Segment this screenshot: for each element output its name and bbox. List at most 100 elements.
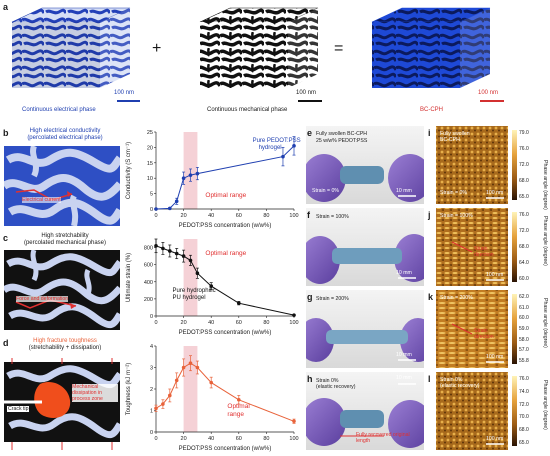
panel-label-j: j bbox=[428, 210, 431, 220]
x-axis-label: PEDOT:PSS concentration (w/w%) bbox=[179, 223, 272, 229]
colorbar-tick-label: 62.0 bbox=[519, 294, 529, 300]
photo-h-recover: Fully recovered original length bbox=[356, 432, 410, 444]
optimal-range-label: Optimal bbox=[227, 403, 250, 410]
x-tick-label: 20 bbox=[181, 436, 187, 442]
x-axis-label: PEDOT:PSS concentration (w/w%) bbox=[179, 330, 272, 336]
y-tick-label: 0 bbox=[150, 314, 153, 320]
afm-k-scalebar: 100 nm bbox=[486, 354, 504, 360]
x-tick-label: 100 bbox=[289, 213, 298, 219]
annotation-force: Force and deformation bbox=[16, 296, 69, 302]
photo-e-scalebar: 10 mm bbox=[396, 188, 412, 194]
y-axis-label: Toughness (kJ m⁻²) bbox=[126, 363, 132, 416]
y-tick-label: 3 bbox=[150, 366, 153, 372]
colorbar-tick-label: 68.0 bbox=[519, 427, 529, 434]
data-point bbox=[188, 173, 193, 177]
chart-annotation: hydrogel bbox=[259, 145, 282, 151]
data-point bbox=[237, 301, 241, 305]
panel-label-h: h bbox=[307, 374, 313, 384]
y-tick-label: 1 bbox=[150, 409, 153, 415]
data-point bbox=[195, 171, 200, 176]
panel-a-cubes bbox=[11, 7, 504, 102]
panel-label-b: b bbox=[3, 128, 9, 138]
afm-j-direction: Strain direction bbox=[474, 246, 494, 258]
x-tick-label: 80 bbox=[263, 436, 269, 442]
panel-label-g: g bbox=[307, 292, 313, 302]
afm-l-scalebar: 100 nm bbox=[486, 436, 504, 442]
panel-d-title-2: (stretchability + dissipation) bbox=[28, 345, 102, 351]
colorbar-k-label: Phase angle (degree) bbox=[542, 298, 548, 348]
panel-c-title-1: High stretchability bbox=[41, 233, 89, 239]
data-point bbox=[292, 313, 296, 317]
y-tick-label: 4 bbox=[150, 344, 153, 350]
colorbar-tick-label: 72.0 bbox=[519, 401, 529, 408]
photo-e-strain: Strain = 0% bbox=[312, 188, 339, 194]
data-point bbox=[195, 365, 200, 370]
optimal-range-band bbox=[183, 346, 198, 432]
y-tick-label: 200 bbox=[144, 297, 153, 303]
y-tick-label: 600 bbox=[144, 263, 153, 269]
photo-g-strain: Strain = 200% bbox=[316, 296, 349, 302]
colorbar-tick-label: 79.0 bbox=[519, 130, 529, 136]
photo-h-strain-1: Strain 0% bbox=[316, 378, 339, 384]
x-tick-label: 40 bbox=[208, 213, 214, 219]
data-point bbox=[161, 246, 165, 251]
colorbar-tick-label: 74.0 bbox=[519, 388, 529, 395]
data-point bbox=[154, 406, 158, 411]
colorbar-j-ticks: 76.0 72.0 68.0 64.0 60.0 bbox=[519, 212, 533, 282]
data-point bbox=[174, 199, 179, 204]
afm-i-strain: Strain = 0% bbox=[440, 190, 467, 196]
colorbar-tick-label: 57.0 bbox=[519, 347, 529, 354]
schematic-b bbox=[4, 146, 120, 226]
y-axis-label: Ultimate strain (%) bbox=[126, 253, 132, 302]
caption-bccph: BC-CPH bbox=[420, 107, 444, 113]
colorbar-l-ticks: 76.0 74.0 72.0 70.0 68.0 65.0 bbox=[519, 376, 533, 446]
photo-f-strain: Strain = 100% bbox=[316, 214, 349, 220]
photo-f-scalebar: 10 mm bbox=[396, 270, 412, 276]
x-tick-label: 100 bbox=[289, 320, 298, 326]
panel-d-title: High fracture toughness (stretchability … bbox=[10, 338, 120, 352]
plus-sign: + bbox=[152, 40, 162, 57]
data-point bbox=[209, 284, 213, 288]
chart-ultimate-strain: 0 20 40 60 80 100 0 200 400 600 800 PEDOT:PSS conce… bbox=[126, 238, 299, 336]
photo-e-caption-1: Fully swollen BC-CPH bbox=[316, 131, 368, 137]
x-tick-label: 0 bbox=[154, 320, 157, 326]
colorbar-tick-label: 64.0 bbox=[519, 260, 529, 266]
photo-column bbox=[298, 126, 436, 452]
cube-bccph bbox=[371, 7, 491, 88]
panel-d-title-1: High fracture toughness bbox=[33, 338, 97, 344]
afm-j-strain: Strain = 100% bbox=[440, 213, 473, 219]
y-tick-label: 10 bbox=[147, 176, 153, 182]
x-tick-label: 80 bbox=[263, 320, 269, 326]
caption-mechanical: Continuous mechanical phase bbox=[207, 107, 288, 113]
x-tick-label: 80 bbox=[263, 213, 269, 219]
chart-conductivity: 0 20 40 60 80 100 0 5 10 15 20 25 PEDOT:PSS concentr… bbox=[126, 130, 301, 229]
y-axis-label: Conductivity (S cm⁻¹) bbox=[126, 142, 132, 199]
afm-i-scalebar: 100 nm bbox=[486, 190, 504, 196]
colorbar-i-ticks: 79.0 76.0 72.0 68.0 65.0 bbox=[519, 130, 533, 200]
photo-e-caption-2: 25 w/w% PEDOT:PSS bbox=[316, 138, 368, 144]
colorbar-tick-label: 68.0 bbox=[519, 244, 529, 250]
afm-i-caption-1: Fully swollen bbox=[440, 131, 470, 137]
y-tick-label: 15 bbox=[147, 161, 153, 167]
crack-tip-label: Crack tip bbox=[7, 406, 30, 412]
panel-b-title-2: (percolated electrical phase) bbox=[27, 135, 103, 141]
colorbar-tick-label: 60.0 bbox=[519, 276, 529, 282]
optimal-range-label: range bbox=[227, 411, 244, 418]
x-tick-label: 100 bbox=[289, 436, 298, 442]
colorbar-tick-label: 68.0 bbox=[519, 178, 529, 184]
photo-h-scalebar: 10 mm bbox=[396, 375, 412, 381]
x-axis-label: PEDOT:PSS concentration (w/w%) bbox=[179, 446, 272, 452]
data-point bbox=[154, 207, 158, 211]
panel-c-title-2: (percolated mechanical phase) bbox=[23, 240, 107, 246]
y-tick-label: 400 bbox=[144, 280, 153, 286]
y-tick-label: 25 bbox=[147, 130, 153, 136]
colorbar-tick-label: 76.0 bbox=[519, 146, 529, 152]
y-tick-label: 20 bbox=[147, 145, 153, 151]
y-tick-label: 0 bbox=[150, 430, 153, 436]
data-point bbox=[181, 254, 186, 258]
scalebar-label-a1: 100 nm bbox=[114, 90, 135, 96]
data-point bbox=[154, 244, 158, 248]
colorbar-tick-label: 61.0 bbox=[519, 304, 529, 311]
panel-label-d: d bbox=[3, 338, 9, 348]
